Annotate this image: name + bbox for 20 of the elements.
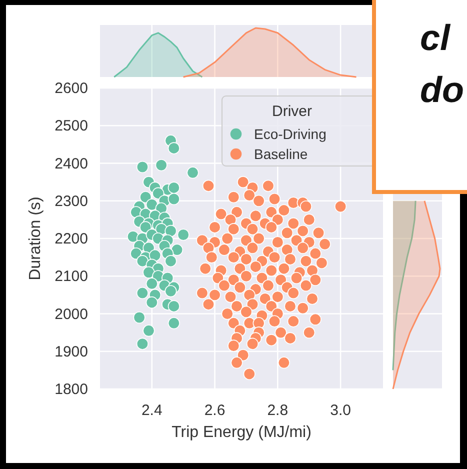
y-tick-label: 2500 (54, 118, 88, 135)
y-tick-label: 2000 (54, 306, 88, 323)
y-tick-label: 1800 (54, 381, 88, 398)
x-tick-label: 2.6 (204, 402, 226, 419)
y-tick-label: 2400 (54, 155, 88, 172)
y-axis-title: Duration (s) (27, 196, 44, 280)
x-tick-label: 3.0 (330, 402, 351, 419)
legend-label: Eco-Driving (254, 126, 326, 142)
text: cl (420, 17, 452, 58)
legend-title: Driver (272, 103, 312, 120)
y-tick-label: 1900 (54, 343, 88, 360)
x-tick-label: 2.8 (267, 402, 288, 419)
y-tick-label: 2200 (54, 230, 88, 248)
annotation: do (420, 69, 464, 110)
y-tick-label: 2600 (54, 80, 88, 97)
x-tick-label: 2.4 (141, 402, 162, 419)
y-tick-label: 2300 (54, 192, 88, 210)
y-tick-label: 2100 (54, 268, 88, 286)
legend-label: Baseline (254, 146, 308, 162)
x-axis-title: Trip Energy (MJ/mi) (172, 424, 312, 441)
